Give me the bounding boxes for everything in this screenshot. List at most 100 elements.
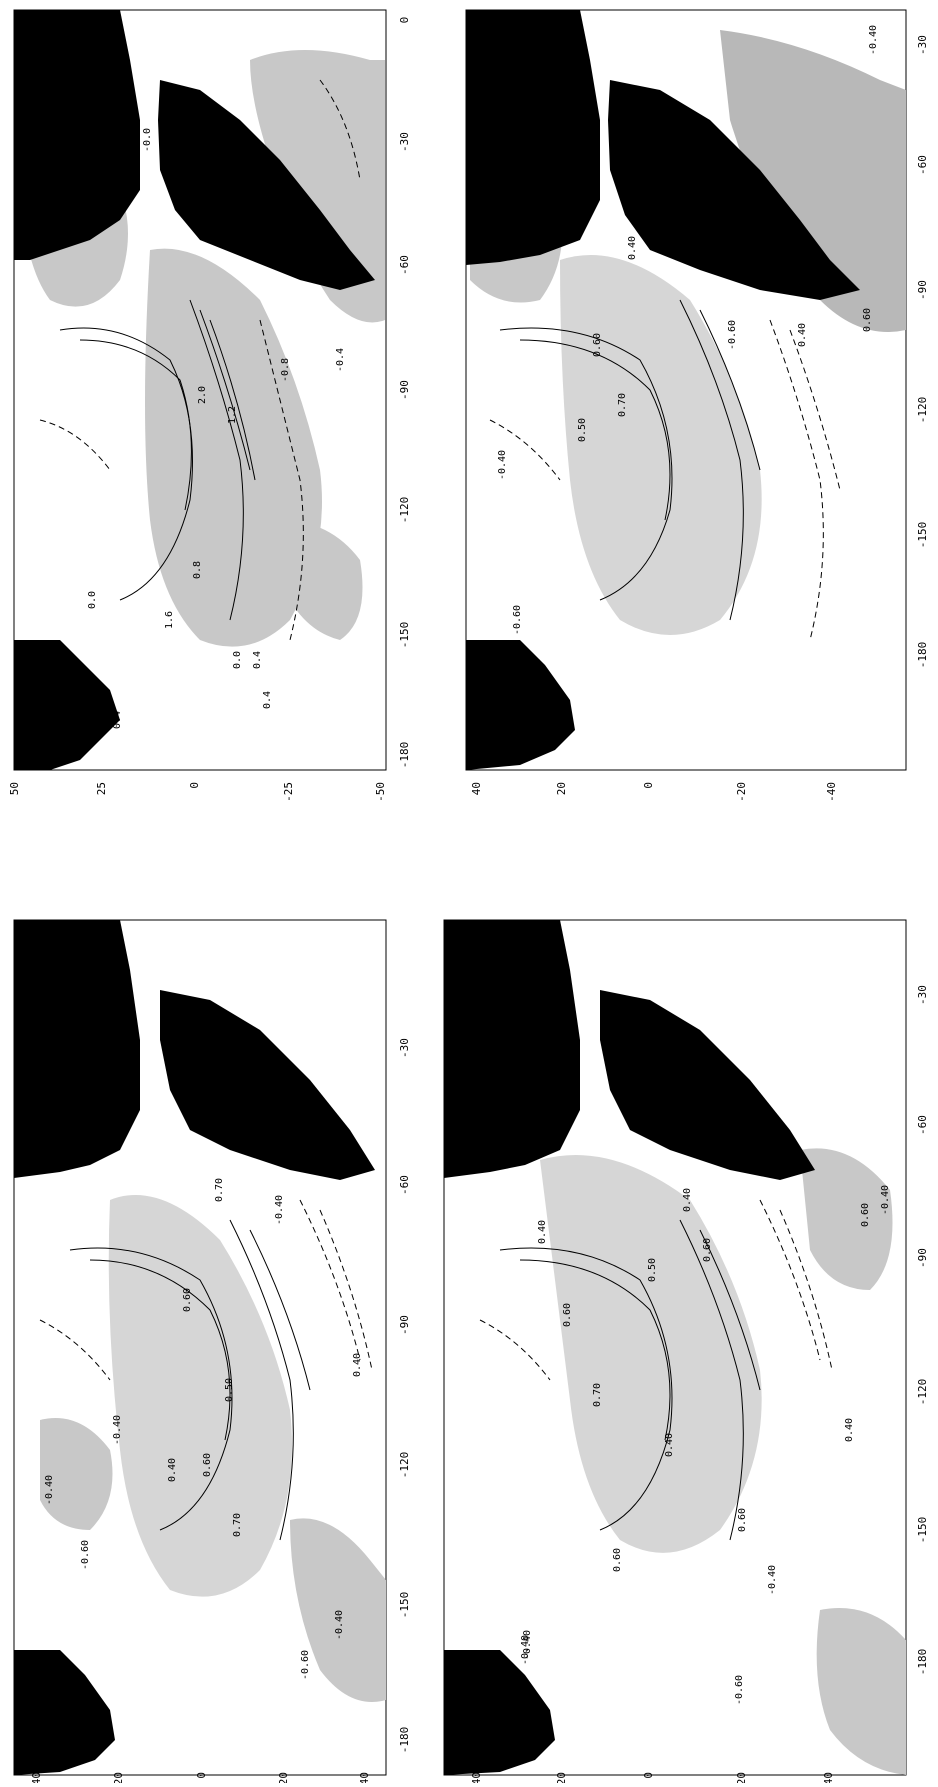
x-tick: -150 <box>398 622 411 649</box>
contour-label: 0.40 <box>532 658 543 682</box>
contour-label: 0.0 <box>87 591 98 609</box>
contour-label: -0.4 <box>335 348 346 372</box>
x-tick: -60 <box>398 255 411 275</box>
x-tick: -90 <box>398 1315 411 1335</box>
contour-label: 0.50 <box>647 1258 658 1282</box>
contour-label: 0.60 <box>737 1508 748 1532</box>
x-tick: -90 <box>916 1248 929 1268</box>
contour-label: 0.0 <box>232 651 243 669</box>
contour-label: -0.60 <box>80 1540 91 1570</box>
contour-label: -0.40 <box>868 25 879 55</box>
contour-label: 0.40 <box>352 1353 363 1377</box>
contour-label: 0.60 <box>182 1288 193 1312</box>
y-tick: 0 <box>195 1772 208 1779</box>
x-tick: -90 <box>916 280 929 300</box>
contour-label: -0.40 <box>520 1635 531 1665</box>
x-tick: -150 <box>916 522 929 549</box>
contour-label: 0.40 <box>87 1118 98 1142</box>
contour-label: -0.60 <box>734 1675 745 1705</box>
x-tick: -60 <box>398 1175 411 1195</box>
panel-b: -0.60 0.40 -0.40 0.50 0.60 0.70 0.40 -0.… <box>464 9 929 802</box>
x-tick: -120 <box>916 1379 929 1406</box>
y-tick: -20 <box>735 782 748 802</box>
panel-label: c) <box>16 1706 37 1728</box>
y-tick: -40 <box>358 1772 371 1783</box>
contour-label: 0.60 <box>862 308 873 332</box>
contour-label: 0.40 <box>682 1188 693 1212</box>
contour-label: -0.4 <box>314 250 325 274</box>
contour-label: 0.60 <box>592 333 603 357</box>
contour-label: 1.2 <box>227 406 238 424</box>
panel-d: -0.40 0.60 0.70 0.60 0.40 -0.40 0.50 0.4… <box>443 919 929 1787</box>
y-tick: -20 <box>735 1772 748 1783</box>
contour-label: 0.40 <box>542 93 553 117</box>
y-tick: 20 <box>555 1772 568 1783</box>
x-tick: -150 <box>398 1592 411 1619</box>
contour-label: -0.40 <box>497 450 508 480</box>
x-tick: -120 <box>398 497 411 524</box>
contour-label: 0.40 <box>537 1220 548 1244</box>
contour-label: -0.8 <box>67 198 78 222</box>
y-tick: -20 <box>277 1772 290 1783</box>
contour-label: -0.60 <box>727 320 738 350</box>
y-tick: -40 <box>825 782 838 802</box>
x-tick: -180 <box>398 742 411 769</box>
contour-label: -0.40 <box>112 1415 123 1445</box>
contour-label: 0.40 <box>664 1433 675 1457</box>
contour-label: 0.40 <box>167 1458 178 1482</box>
x-tick: -180 <box>916 642 929 669</box>
contour-label: -0.40 <box>490 210 501 240</box>
contour-label: -0.8 <box>280 358 291 382</box>
contour-label: 0.70 <box>232 1513 243 1537</box>
x-tick: -30 <box>916 985 929 1005</box>
x-tick: -60 <box>916 1115 929 1135</box>
contour-label: -0.40 <box>274 1195 285 1225</box>
contour-label: 0.70 <box>592 1383 603 1407</box>
x-tick: -180 <box>916 1649 929 1676</box>
y-tick: 0 <box>642 782 655 789</box>
contour-label: 1.6 <box>164 611 175 629</box>
y-tick: 0 <box>642 1772 655 1779</box>
x-tick: -180 <box>398 1727 411 1754</box>
contour-label: 0.70 <box>214 1178 225 1202</box>
x-tick: -60 <box>916 155 929 175</box>
y-tick: 40 <box>470 1772 483 1783</box>
y-tick: -25 <box>282 782 295 802</box>
contour-label: 0.50 <box>224 1378 235 1402</box>
contour-label: 0.60 <box>202 1453 213 1477</box>
panel-label: b) <box>464 678 485 700</box>
contour-label: 0.4 <box>262 691 273 709</box>
y-tick: 25 <box>95 782 108 795</box>
y-tick: 20 <box>555 782 568 795</box>
contour-label: 0.60 <box>562 1303 573 1327</box>
contour-label: 0.40 <box>797 323 808 347</box>
panel-label: a) <box>12 96 33 118</box>
contour-label: 0.60 <box>612 1548 623 1572</box>
contour-label: 0.50 <box>577 418 588 442</box>
contour-label: -0.40 <box>334 1610 345 1640</box>
contour-label: 1.2 <box>207 221 218 239</box>
contour-label: -0.60 <box>512 605 523 635</box>
contour-label: 0.60 <box>527 68 538 92</box>
x-tick: -30 <box>916 35 929 55</box>
panel-label: d) <box>446 1708 467 1730</box>
contour-label: -0.40 <box>767 1565 778 1595</box>
contour-label: 0.60 <box>702 1238 713 1262</box>
contour-label: -0.0 <box>142 128 153 152</box>
x-tick: -30 <box>398 132 411 152</box>
y-tick: 0 <box>188 782 201 789</box>
y-tick: 20 <box>112 1772 125 1783</box>
y-tick: 40 <box>30 1772 43 1783</box>
x-tick: -90 <box>398 380 411 400</box>
contour-label: 0.4 <box>252 651 263 669</box>
y-tick: 50 <box>8 782 21 795</box>
contour-label: 0.40 <box>844 1418 855 1442</box>
x-tick: -150 <box>916 1517 929 1544</box>
y-tick: -50 <box>374 782 387 802</box>
panel-c: -0.60 -0.40 -0.40 0.40 0.60 0.70 0.60 0.… <box>13 919 411 1787</box>
x-tick: -30 <box>398 1038 411 1058</box>
contour-label: 0.70 <box>617 393 628 417</box>
contour-label: 0.4 <box>112 711 123 729</box>
contour-label: 0.40 <box>627 236 638 260</box>
